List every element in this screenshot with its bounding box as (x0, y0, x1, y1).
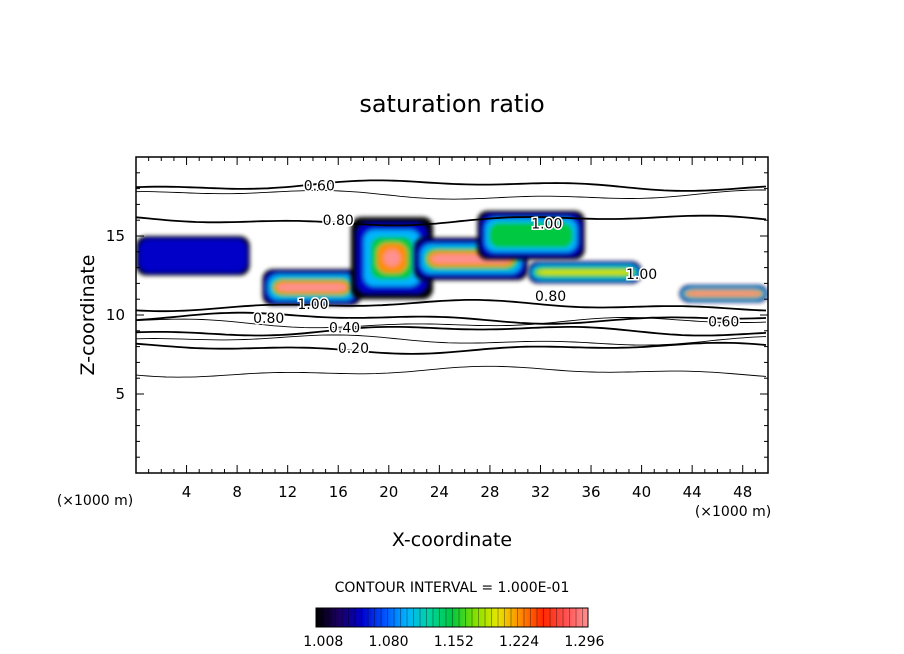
y-axis: 5 10 15 (106, 172, 768, 458)
region-layer (496, 230, 566, 241)
chart-title: saturation ratio (359, 90, 544, 118)
supersaturated-region (477, 210, 585, 260)
contour-label: 1.00 (626, 267, 657, 283)
contour-line (136, 189, 766, 200)
supersaturated-region (262, 269, 361, 306)
colorbar-tick-label: 1.296 (564, 634, 604, 650)
x-tick-label: 28 (480, 483, 499, 501)
y-tick-label: 15 (106, 227, 125, 245)
z-unit-label: (×1000 m) (57, 493, 133, 509)
region-layer (686, 291, 762, 296)
contour-line (136, 179, 767, 192)
contour-line (136, 299, 767, 313)
contour-line (136, 341, 767, 355)
x-tick-label: 36 (581, 483, 600, 501)
x-tick-label: 20 (379, 483, 398, 501)
colorbar-tick-label: 1.152 (434, 634, 474, 650)
contour-line (136, 311, 767, 325)
contour-labels: 0.60 0.80 1.00 1.00 1.00 0.80 0.80 0.40 0.20 0.60 (252, 177, 741, 359)
supersaturated-region (350, 217, 434, 300)
x-tick-label: 8 (232, 483, 242, 501)
region-layer (151, 251, 234, 260)
x-tick-label: 32 (531, 483, 550, 501)
region-layer (383, 249, 401, 267)
colorbar (315, 607, 589, 628)
x-tick-label: 12 (278, 483, 297, 501)
contour-label: 1.00 (297, 297, 328, 313)
x-axis-label: X-coordinate (392, 529, 512, 551)
supersaturated-region (136, 236, 250, 276)
y-tick-label: 5 (115, 385, 125, 403)
contour-line (136, 326, 767, 337)
colorbar-ticks: 1.008 1.080 1.152 1.224 1.296 (303, 634, 604, 650)
x-axis: 4 8 12 16 20 24 28 32 36 40 44 48 (148, 157, 756, 501)
supersaturated-region (527, 261, 642, 284)
contour-label: 0.60 (708, 314, 739, 330)
region-layer (536, 270, 633, 275)
x-tick-label: 16 (329, 483, 348, 501)
saturation-field (136, 210, 768, 306)
contour-line (136, 317, 767, 329)
contour-lines (136, 179, 767, 378)
contour-label: 0.40 (329, 321, 360, 337)
contour-line (136, 365, 767, 378)
plot-frame (135, 156, 769, 474)
contour-interval-label: CONTOUR INTERVAL = 1.000E-01 (335, 580, 570, 596)
contour-label: 0.20 (338, 341, 369, 357)
region-layer (276, 283, 347, 291)
y-tick-label: 10 (106, 306, 125, 324)
contour-line (136, 214, 767, 227)
colorbar-tick-label: 1.224 (499, 634, 539, 650)
colorbar-tick-label: 1.008 (303, 634, 343, 650)
contour-label: 0.80 (253, 311, 284, 327)
colorbar-tick-label: 1.080 (368, 634, 408, 650)
supersaturated-region (414, 237, 528, 281)
x-tick-label: 4 (182, 483, 192, 501)
colorbar-stripes (315, 608, 583, 627)
y-axis-label: Z-coordinate (77, 255, 99, 376)
supersaturated-region (679, 284, 768, 303)
x-tick-label: 40 (632, 483, 651, 501)
contour-label: 0.80 (535, 289, 566, 305)
contour-label: 1.00 (531, 216, 562, 232)
contour-line (136, 334, 767, 346)
x-unit-label: (×1000 m) (695, 504, 771, 520)
contour-label: 0.60 (304, 178, 335, 194)
x-tick-label: 48 (733, 483, 752, 501)
x-tick-label: 44 (683, 483, 702, 501)
contour-label: 0.80 (323, 213, 354, 229)
x-tick-label: 24 (430, 483, 449, 501)
